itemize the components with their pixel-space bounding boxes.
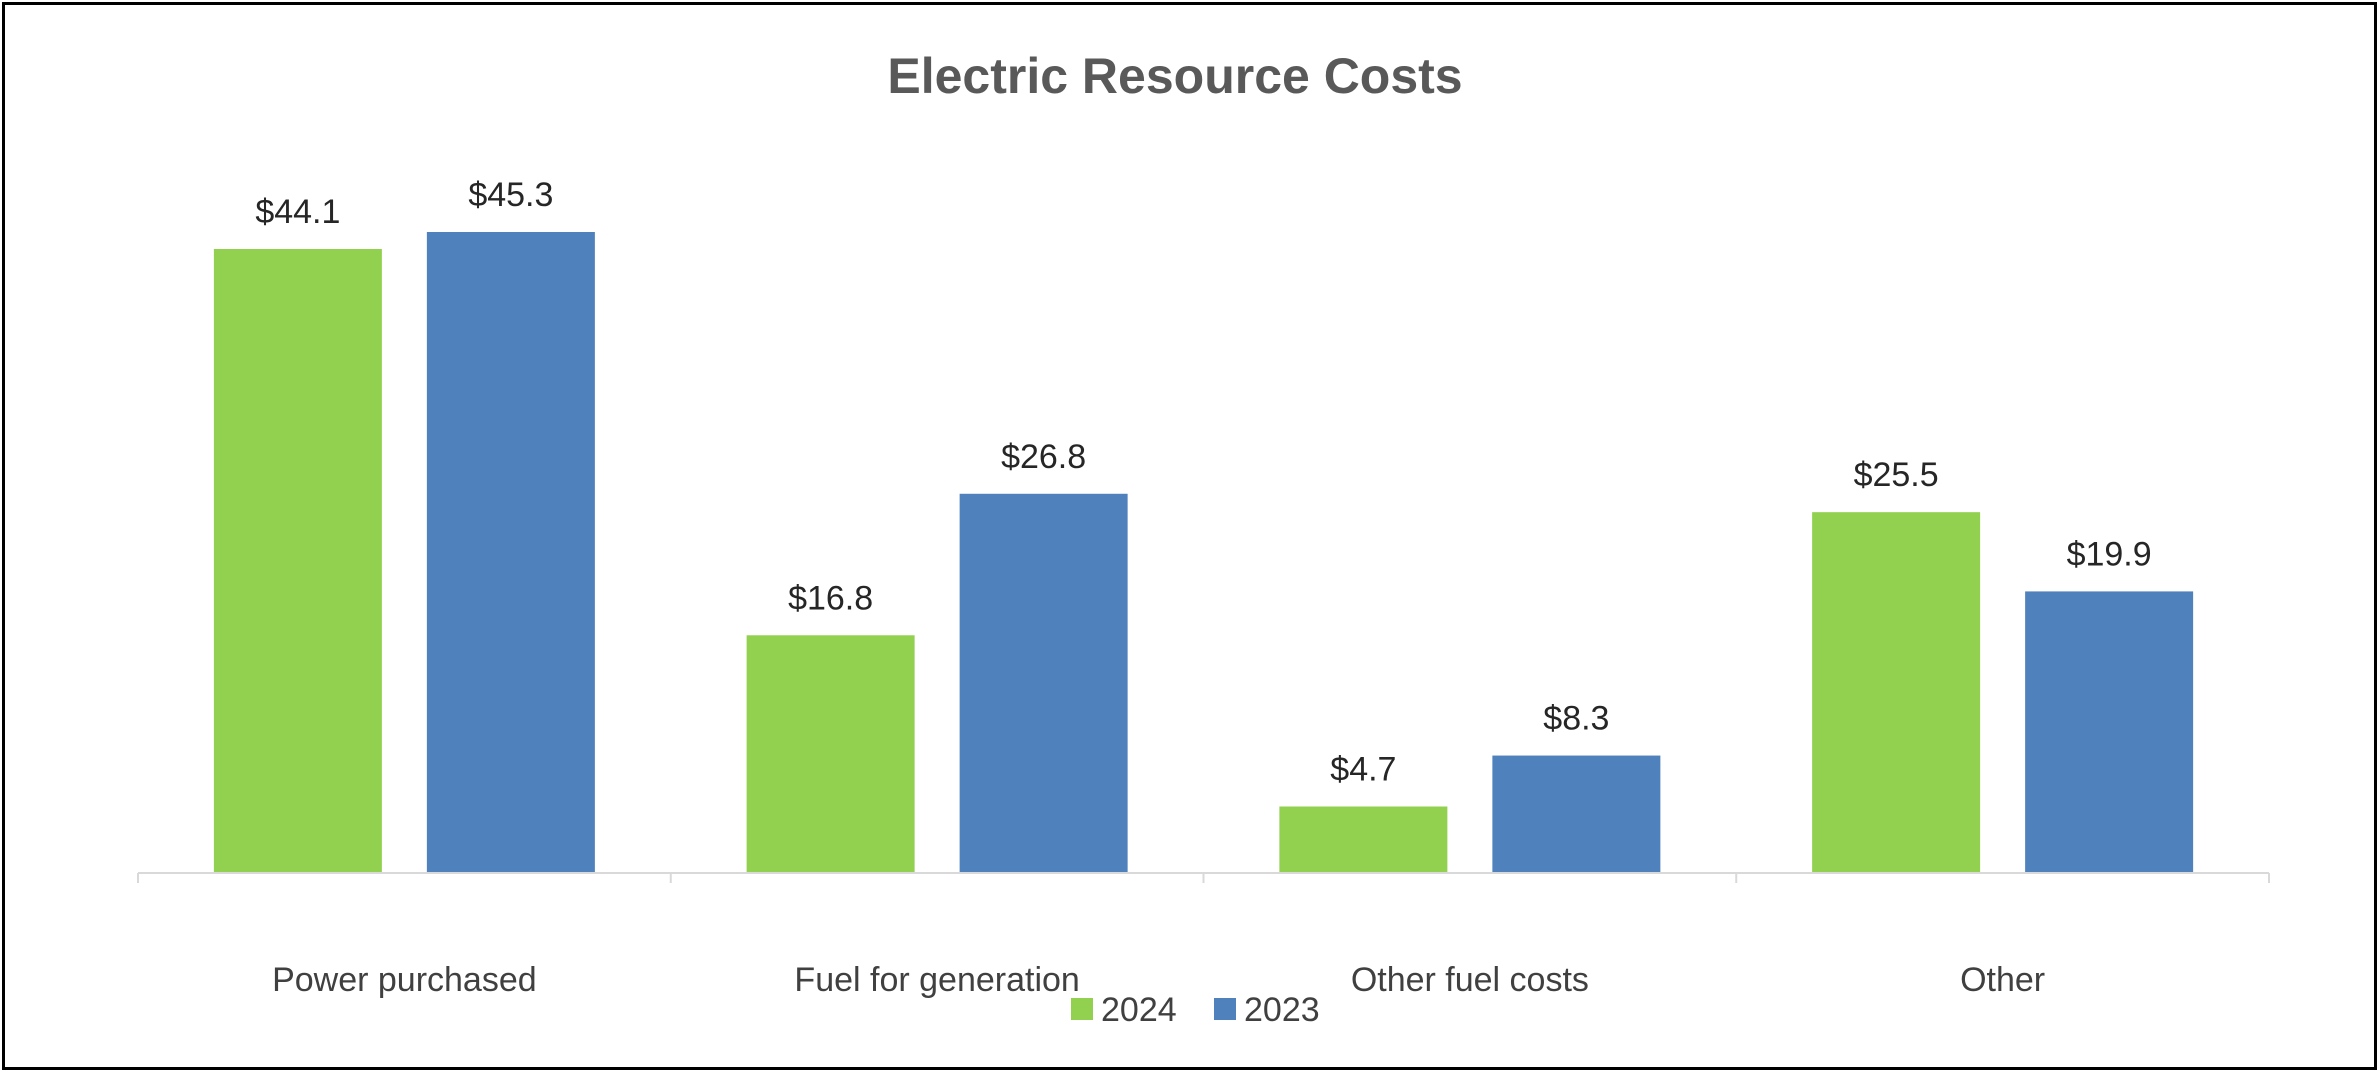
data-label-other-2024: $25.5 [1854, 456, 1939, 494]
data-label-other-2023: $19.9 [2067, 535, 2152, 573]
chart-title: Electric Resource Costs [887, 48, 1462, 104]
bar-power-purchased-2024 [213, 248, 382, 874]
bar-other-fuel-costs-2023 [1492, 755, 1661, 873]
category-label-3: Other fuel costs [1351, 961, 1589, 999]
x-axis: Power purchased Fuel for generation Other … [137, 872, 2270, 999]
bar-other-2024 [1812, 512, 1981, 873]
legend-label-2023: 2023 [1244, 991, 1320, 1029]
data-label-fuel-for-generation-2023: $26.8 [1001, 438, 1086, 476]
data-label-other-fuel-costs-2023: $8.3 [1543, 700, 1609, 738]
data-label-power-purchased-2023: $45.3 [468, 176, 553, 214]
legend-label-2024: 2024 [1101, 991, 1177, 1029]
data-label-power-purchased-2024: $44.1 [255, 193, 340, 231]
data-label-other-fuel-costs-2024: $4.7 [1330, 750, 1396, 788]
bar-chart: Electric Resource Costs $44.1 $45.3$16.8$… [137, 48, 2270, 1029]
legend: 2024 2023 [1071, 991, 1320, 1029]
bar-fuel-for-generation-2023 [959, 493, 1128, 873]
bars-group: $44.1 $45.3 $16.8 $26.8 $4.7 $8.3 $25.5 $19.9 [213, 176, 2194, 874]
bar-other-fuel-costs-2024 [1279, 806, 1448, 873]
bar-fuel-for-generation-2024 [746, 635, 915, 873]
category-label-2: Fuel for generation [794, 961, 1079, 999]
legend-swatch-2024 [1071, 998, 1093, 1020]
bar-power-purchased-2023 [426, 232, 595, 873]
category-label-1: Power purchased [272, 961, 537, 999]
data-label-fuel-for-generation-2024: $16.8 [788, 579, 873, 617]
category-label-4: Other [1960, 961, 2045, 999]
bar-other-2023 [2025, 591, 2194, 873]
legend-swatch-2023 [1214, 998, 1236, 1020]
